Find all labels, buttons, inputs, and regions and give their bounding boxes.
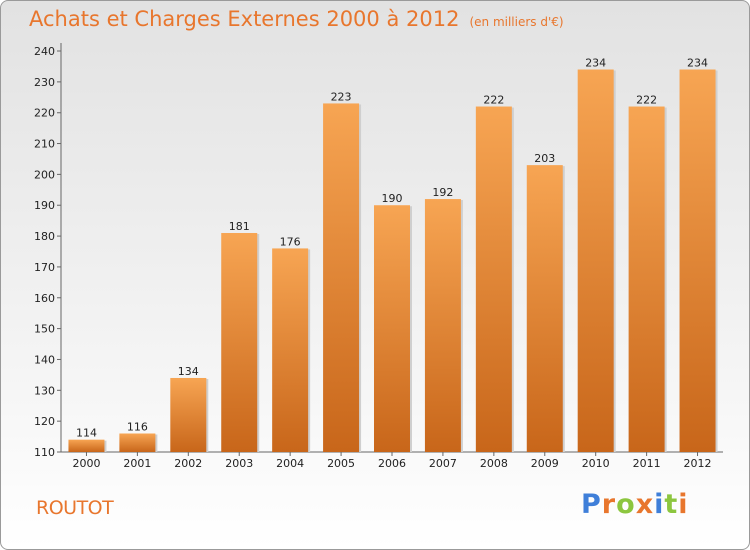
bar [221, 232, 258, 452]
bar-value-label: 134 [178, 365, 199, 378]
place-name: ROUTOT [36, 497, 114, 519]
proxiti-logo[interactable]: Proxiti [581, 489, 689, 520]
bar-value-label: 116 [127, 420, 148, 433]
y-tick-label: 120 [34, 415, 55, 428]
x-tick-label: 2005 [327, 457, 355, 470]
y-tick-label: 180 [34, 230, 55, 243]
bar-value-label: 203 [534, 152, 555, 165]
bar [475, 106, 512, 453]
chart-title-text: Achats et Charges Externes 2000 à 2012 [29, 7, 460, 31]
bar-value-label: 114 [76, 427, 97, 440]
bar-value-label: 192 [432, 186, 453, 199]
x-tick-label: 2011 [633, 457, 661, 470]
bar-value-label: 223 [331, 90, 352, 103]
bar [577, 69, 614, 452]
bars [68, 69, 718, 453]
axes: 110 120 130 140 150 160 170 180 190 200 210 220 230 2… [34, 43, 723, 470]
bar-value-label: 181 [229, 220, 250, 233]
x-tick-label: 2007 [429, 457, 457, 470]
logo-letter: t [664, 489, 679, 520]
bar [68, 439, 105, 452]
value-labels: 114 116 134 181 176 223 190 192 222 203 234 222 234 [76, 57, 708, 440]
y-tick-label: 220 [34, 107, 55, 120]
y-tick-label: 240 [34, 45, 55, 58]
logo-letter: x [635, 489, 655, 520]
y-tick-label: 140 [34, 353, 55, 366]
chart-subtitle: (en milliers d'€) [469, 15, 564, 29]
chart-title: Achats et Charges Externes 2000 à 2012 (e… [29, 7, 564, 31]
x-tick-label: 2012 [684, 457, 712, 470]
bar [323, 103, 360, 452]
y-tick-label: 160 [34, 292, 55, 305]
bar-value-label: 234 [585, 57, 606, 70]
x-tick-label: 2004 [276, 457, 304, 470]
x-tick-label: 2009 [531, 457, 559, 470]
bar [374, 205, 410, 452]
bar-value-label: 234 [687, 57, 708, 70]
bar [526, 165, 563, 452]
y-tick-label: 170 [34, 261, 55, 274]
logo-letter: o [616, 489, 636, 520]
y-tick-label: 200 [34, 168, 55, 181]
x-tick-label: 2003 [225, 457, 253, 470]
logo-letter: P [581, 489, 602, 520]
y-tick-label: 230 [34, 76, 55, 89]
x-tick-label: 2006 [378, 457, 406, 470]
x-tick-label: 2000 [72, 457, 100, 470]
bar [628, 106, 665, 453]
y-tick-label: 110 [34, 446, 55, 459]
y-tick-label: 150 [34, 323, 55, 336]
bar-value-label: 222 [636, 94, 657, 107]
bar-value-label: 190 [382, 192, 403, 205]
x-tick-label: 2002 [174, 457, 202, 470]
x-tick-label: 2001 [123, 457, 151, 470]
bar-value-label: 176 [280, 235, 301, 248]
x-tick-label: 2008 [480, 457, 508, 470]
bar [679, 69, 716, 452]
logo-letter: r [601, 489, 617, 520]
bar [424, 199, 461, 452]
logo-letter: i [678, 489, 689, 520]
bar-value-label: 222 [483, 94, 504, 107]
y-tick-label: 130 [34, 384, 55, 397]
x-tick-label: 2010 [582, 457, 610, 470]
logo-letter: i [654, 489, 665, 520]
y-tick-label: 210 [34, 138, 55, 151]
y-tick-label: 190 [34, 199, 55, 212]
bar [119, 433, 156, 452]
bar [272, 248, 309, 452]
bar [170, 377, 207, 452]
